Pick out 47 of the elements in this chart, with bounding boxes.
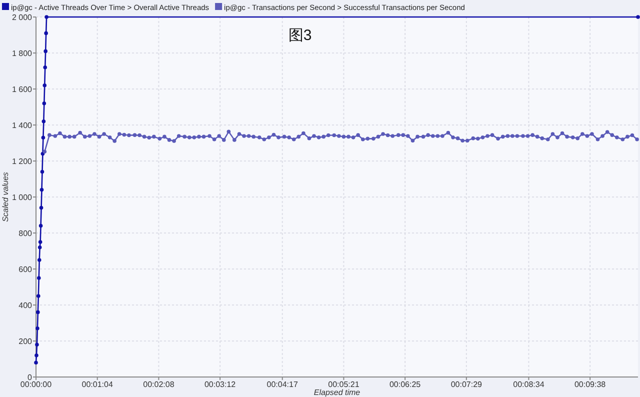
y-tick-label: 1 400 [12, 121, 33, 130]
x-tick-label: 00:07:29 [450, 380, 483, 389]
x-tick-label: 00:06:25 [389, 380, 422, 389]
point [41, 136, 46, 140]
point [38, 246, 42, 250]
point [36, 326, 40, 330]
point [39, 206, 44, 210]
y-tick-label: 1 000 [12, 193, 33, 202]
point [34, 354, 38, 358]
y-tick-label: 800 [18, 229, 33, 238]
point [35, 342, 39, 346]
x-tick-label: 00:00:00 [20, 380, 52, 389]
x-tick-label: 00:04:17 [266, 380, 298, 389]
point [36, 294, 40, 298]
x-tick-label: 00:03:12 [204, 380, 236, 389]
point [40, 170, 44, 174]
point [44, 31, 48, 36]
x-tick-label: 00:02:08 [143, 380, 175, 389]
point [42, 120, 46, 124]
point [42, 102, 46, 106]
y-tick-label: 1 800 [12, 49, 33, 58]
y-axis-title: Scaled values [1, 172, 10, 222]
x-tick-label: 00:01:04 [82, 380, 114, 389]
point [40, 188, 44, 192]
y-tick-label: 1 600 [12, 85, 33, 94]
point [34, 360, 38, 364]
point [38, 224, 43, 228]
point [636, 15, 640, 19]
x-tick-label: 00:08:34 [513, 380, 545, 389]
y-tick-label: 1 200 [12, 157, 33, 166]
point [36, 310, 40, 314]
y-tick-label: 400 [18, 301, 33, 310]
point [36, 276, 41, 280]
text: 图3 [288, 27, 312, 44]
point [42, 84, 47, 88]
y-tick-label: 600 [18, 265, 33, 274]
point [44, 49, 48, 54]
point [37, 258, 42, 262]
point [44, 15, 48, 19]
x-axis-title: Elapsed time [314, 388, 361, 397]
point [38, 240, 42, 244]
y-tick-label: 200 [18, 337, 33, 346]
x-tick-label: 00:09:38 [574, 380, 606, 389]
x-tick-label: 00:05:21 [328, 380, 360, 389]
y-tick-label: 0 [28, 373, 33, 382]
y-tick-label: 2 000 [12, 13, 33, 22]
point [43, 66, 48, 70]
